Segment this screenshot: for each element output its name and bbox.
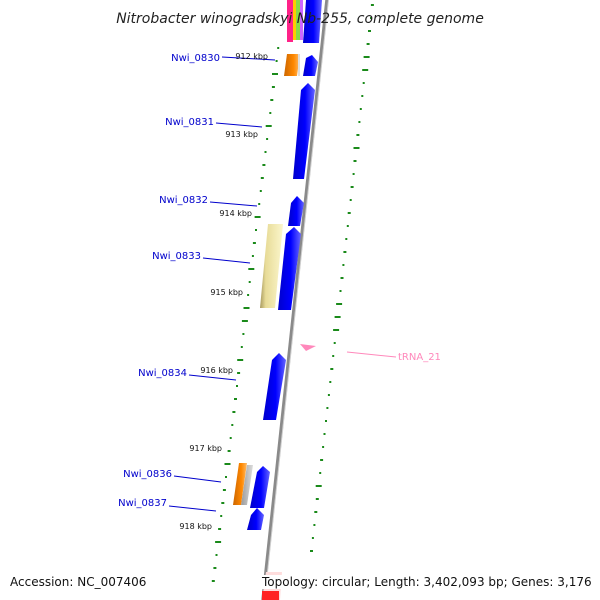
gene-label-Nwi_0834[interactable]: Nwi_0834 (138, 368, 237, 381)
gene-Nwi_0834[interactable] (263, 353, 286, 420)
gene-label-Nwi_0830[interactable]: Nwi_0830 (171, 53, 276, 64)
svg-text:Nwi_0834: Nwi_0834 (138, 368, 187, 379)
gc-ticks-inner-track (211, 47, 280, 582)
gene-label-Nwi_0837[interactable]: Nwi_0837 (118, 498, 217, 512)
gene-Nwi_0833-blue[interactable] (278, 227, 301, 310)
gene-Nwi_0837[interactable] (247, 508, 264, 530)
accession-text: Accession: NC_007406 (8, 575, 149, 589)
svg-text:Nwi_0830: Nwi_0830 (171, 53, 220, 64)
kbp-label: 918 kbp (179, 522, 212, 531)
top-feature-fragments (287, 0, 322, 43)
gene-Nwi_0836-blue[interactable] (250, 466, 270, 508)
gene-Nwi_0836-grey[interactable] (241, 465, 253, 505)
gene-label-Nwi_0833[interactable]: Nwi_0833 (152, 251, 251, 264)
gene-Nwi_0833-pale[interactable] (260, 224, 283, 308)
gene-label-Nwi_0831[interactable]: Nwi_0831 (165, 117, 263, 128)
gene-Nwi_0836-orange[interactable] (233, 463, 247, 505)
gene-Nwi_0832[interactable] (288, 196, 304, 226)
gene-label-Nwi_0836[interactable]: Nwi_0836 (123, 469, 222, 483)
map-title: Nitrobacter winogradskyi Nb-255, complet… (116, 11, 484, 27)
kbp-label: 917 kbp (189, 444, 222, 453)
kbp-label: 915 kbp (210, 288, 243, 297)
kbp-label: 912 kbp (235, 52, 268, 61)
trna-label[interactable]: tRNA_21 (398, 352, 441, 363)
gene-Nwi_0830-blue[interactable] (303, 55, 318, 76)
svg-text:Nwi_0836: Nwi_0836 (123, 469, 172, 480)
gene-Nwi_0831[interactable] (293, 83, 315, 179)
gc-ticks-outer-track (310, 4, 374, 552)
kbp-label: 914 kbp (219, 209, 252, 218)
kbp-label: 916 kbp (200, 366, 233, 375)
trna-marker[interactable] (300, 344, 316, 351)
backbone-line (261, 0, 329, 600)
svg-text:Nwi_0833: Nwi_0833 (152, 251, 201, 262)
svg-text:Nwi_0837: Nwi_0837 (118, 498, 167, 509)
svg-text:Nwi_0832: Nwi_0832 (159, 195, 208, 206)
gene-Nwi_0830-orange[interactable] (284, 54, 300, 76)
genome-summary-text: Topology: circular; Length: 3,402,093 bp… (260, 575, 594, 589)
kbp-label: 913 kbp (225, 130, 258, 139)
gene-label-Nwi_0832[interactable]: Nwi_0832 (159, 195, 258, 207)
svg-text:Nwi_0831: Nwi_0831 (165, 117, 214, 128)
